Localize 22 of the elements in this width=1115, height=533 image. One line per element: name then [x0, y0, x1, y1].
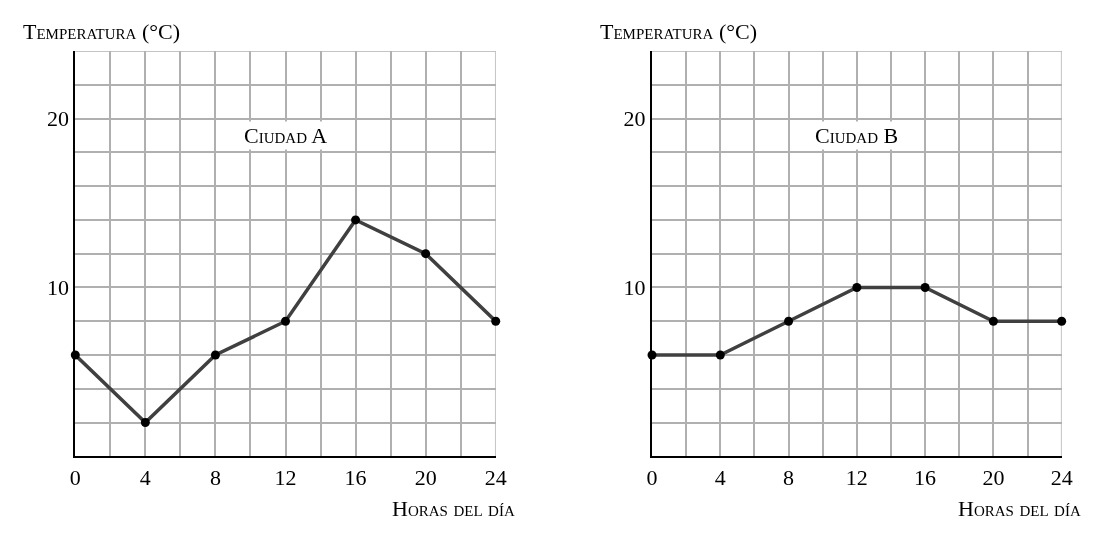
x-tick-label: 0: [69, 464, 81, 490]
x-tick-label: 12: [845, 464, 868, 490]
y-axis-title: Temperatura (°C): [600, 19, 758, 44]
y-axis-title: Temperatura (°C): [23, 19, 181, 44]
x-axis-title: Horas del día: [392, 496, 515, 521]
x-tick-label: 20: [982, 464, 1005, 490]
x-tick-label: 16: [914, 464, 937, 490]
x-tick-label: 12: [274, 464, 297, 490]
y-tick-label: 10: [46, 275, 69, 301]
x-tick-label: 16: [344, 464, 367, 490]
x-tick-label: 24: [1050, 464, 1073, 490]
x-tick-label: 8: [783, 464, 795, 490]
y-tick-label: 10: [623, 275, 646, 301]
x-tick-label: 0: [646, 464, 658, 490]
text: Ciudad A: [244, 123, 328, 148]
x-axis-title: Horas del día: [958, 496, 1081, 521]
x-tick-label: 20: [414, 464, 437, 490]
x-tick-label: 4: [714, 464, 726, 490]
x-tick-label: 4: [139, 464, 151, 490]
text: Ciudad B: [815, 123, 899, 148]
x-tick-label: 8: [209, 464, 221, 490]
x-tick-label: 24: [484, 464, 507, 490]
